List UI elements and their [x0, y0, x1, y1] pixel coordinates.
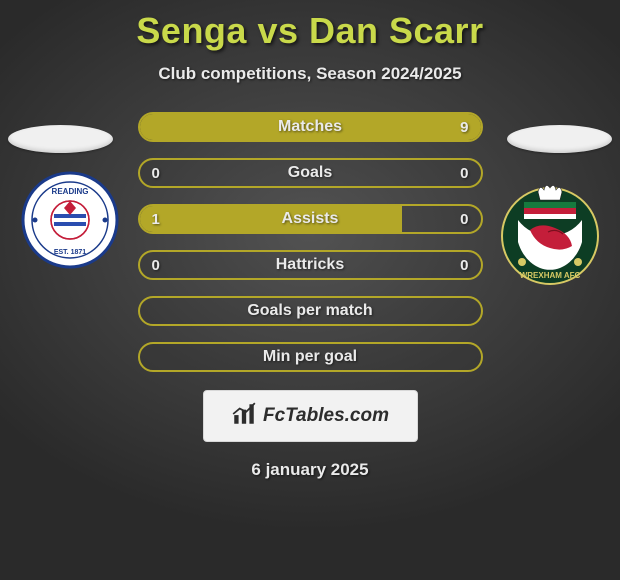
stat-row-goals-per-match: Goals per match: [138, 296, 483, 326]
chart-icon: [231, 401, 257, 432]
stat-value-right: 0: [460, 211, 468, 228]
stat-value-right: 0: [460, 165, 468, 182]
brand-badge: FcTables.com: [203, 390, 418, 442]
svg-text:READING: READING: [52, 187, 89, 196]
stat-label: Assists: [140, 210, 481, 228]
stat-value-right: 9: [460, 119, 468, 136]
player-left-photo: [8, 125, 113, 153]
club-badge-left: READING EST. 1871: [20, 170, 120, 270]
stat-row-assists: 1 Assists 0: [138, 204, 483, 234]
subtitle: Club competitions, Season 2024/2025: [0, 64, 620, 84]
stat-row-min-per-goal: Min per goal: [138, 342, 483, 372]
stat-row-matches: Matches 9: [138, 112, 483, 142]
stat-label: Hattricks: [140, 256, 481, 274]
stat-row-goals: 0 Goals 0: [138, 158, 483, 188]
date: 6 january 2025: [0, 460, 620, 480]
page-title: Senga vs Dan Scarr: [0, 0, 620, 52]
stats-list: Matches 9 0 Goals 0 1 Assists 0 0 Hattri…: [138, 112, 483, 372]
stat-label: Goals: [140, 164, 481, 182]
brand-text: FcTables.com: [263, 405, 389, 427]
stat-label: Min per goal: [140, 348, 481, 366]
player-right-photo: [507, 125, 612, 153]
svg-text:EST. 1871: EST. 1871: [54, 249, 86, 256]
comparison-card: Senga vs Dan Scarr Club competitions, Se…: [0, 0, 620, 580]
svg-text:WREXHAM AFC: WREXHAM AFC: [520, 271, 581, 280]
club-badge-right: WREXHAM AFC: [500, 180, 600, 292]
stat-label: Matches: [140, 118, 481, 136]
stat-value-right: 0: [460, 257, 468, 274]
stat-row-hattricks: 0 Hattricks 0: [138, 250, 483, 280]
stat-label: Goals per match: [140, 302, 481, 320]
